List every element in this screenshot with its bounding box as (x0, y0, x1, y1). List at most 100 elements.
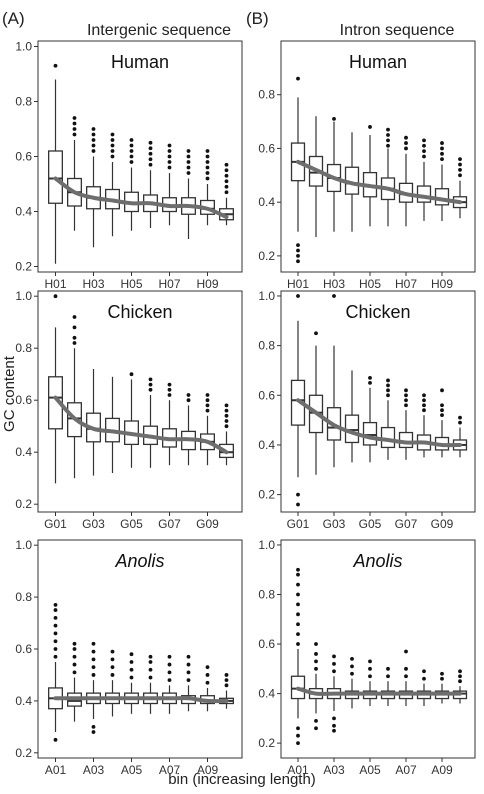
outlier-point (368, 674, 372, 679)
x-tick-label: G01 (287, 517, 310, 531)
outlier-point (91, 143, 96, 148)
species-label: Chicken (107, 302, 172, 322)
outlier-point (129, 372, 134, 377)
outlier-point (167, 165, 172, 170)
box-G05 (362, 376, 378, 463)
outlier-point (186, 662, 191, 667)
outlier-point (296, 502, 300, 507)
y-tick-label: 0.6 (258, 388, 275, 402)
species-label: Human (349, 52, 407, 72)
x-tick-label: G03 (82, 517, 105, 531)
outlier-point (129, 160, 134, 164)
outlier-point (72, 127, 77, 131)
outlier-point (186, 154, 191, 159)
y-tick-label: 0.8 (258, 88, 275, 102)
outlier-point (296, 726, 300, 731)
outlier-point (314, 642, 318, 646)
plot-frame (37, 539, 243, 759)
outlier-point (167, 662, 172, 667)
outlier-point (224, 678, 229, 683)
y-tick-label: 0.8 (258, 588, 275, 602)
outlier-point (186, 654, 191, 659)
box-H05 (124, 138, 139, 231)
outlier-point (205, 680, 210, 685)
outlier-point (167, 387, 172, 392)
outlier-point (386, 378, 390, 383)
outlier-point (404, 388, 408, 393)
y-tick-label: 0.2 (258, 736, 275, 750)
outlier-point (148, 377, 153, 382)
trend-line (53, 696, 229, 704)
outlier-point (422, 149, 426, 154)
outlier-point (404, 393, 408, 398)
outlier-point (129, 149, 134, 153)
outlier-point (440, 141, 444, 145)
outlier-point (129, 143, 134, 148)
outlier-point (296, 294, 300, 298)
outlier-point (296, 253, 300, 258)
outlier-point (440, 157, 444, 162)
outlier-point (350, 671, 354, 676)
box-G07 (398, 388, 414, 460)
outlier-point (224, 683, 229, 688)
outlier-point (110, 665, 115, 670)
outlier-point (386, 666, 390, 671)
outlier-point (224, 403, 229, 408)
outlier-point (440, 403, 444, 408)
y-tick-label: 0.4 (258, 438, 275, 452)
plot-B-anolis: 0.2 0.4 0.6 0.8 1.0 A01 A03 A05 A07 A09 Anolis (258, 538, 476, 777)
outlier-point (205, 149, 210, 153)
outlier-point (440, 151, 444, 156)
outlier-point (167, 143, 172, 148)
y-tick-label: 0.4 (15, 205, 32, 219)
plot-B-chicken: 0.2 0.4 0.6 0.8 1.0 G01 G03 G05 G07 G09 Chicken (258, 289, 476, 531)
outlier-point (386, 393, 390, 398)
column-title-intron: Intron sequence (340, 22, 455, 39)
box-G01 (290, 294, 306, 507)
outlier-point (404, 666, 408, 671)
outlier-point (91, 657, 96, 662)
outlier-point (422, 398, 426, 403)
box-A02 (67, 641, 82, 722)
outlier-point (404, 403, 408, 408)
outlier-point (91, 649, 96, 654)
box-A07 (162, 654, 177, 714)
outlier-point (296, 741, 300, 746)
outlier-point (148, 667, 153, 672)
outlier-point (422, 403, 426, 408)
outlier-point (72, 315, 77, 319)
outlier-point (91, 127, 96, 131)
outlier-point (72, 335, 77, 340)
outlier-point (205, 408, 210, 413)
panel-label-a: (A) (2, 9, 25, 28)
trend-line (53, 176, 229, 219)
plot-A-chicken: 0.2 0.4 0.6 0.8 1.0 G01 G03 G05 G07 G09 Chicken (15, 289, 243, 531)
outlier-point (296, 492, 300, 497)
y-tick-label: 0.2 (15, 497, 32, 511)
outlier-point (129, 138, 134, 142)
outlier-point (186, 165, 191, 170)
outlier-point (296, 572, 300, 577)
outlier-point (110, 154, 115, 159)
outlier-point (91, 138, 96, 142)
outlier-point (167, 149, 172, 153)
box-H09 (434, 141, 450, 221)
outlier-point (404, 135, 408, 140)
outlier-point (296, 582, 300, 587)
outlier-point (110, 649, 115, 654)
outlier-point (224, 168, 229, 173)
box-G09 (200, 393, 215, 466)
outlier-point (440, 671, 444, 676)
outlier-point (167, 393, 172, 397)
box-G10 (219, 403, 234, 466)
outlier-point (167, 678, 172, 683)
outlier-point (224, 408, 229, 413)
outlier-point (404, 141, 408, 145)
outlier-point (53, 737, 58, 742)
outlier-point (458, 420, 462, 425)
box-A06 (143, 654, 158, 714)
outlier-point (350, 657, 354, 661)
box-G04 (344, 370, 360, 463)
x-tick-label: G05 (120, 517, 143, 531)
box-H09 (200, 149, 215, 226)
